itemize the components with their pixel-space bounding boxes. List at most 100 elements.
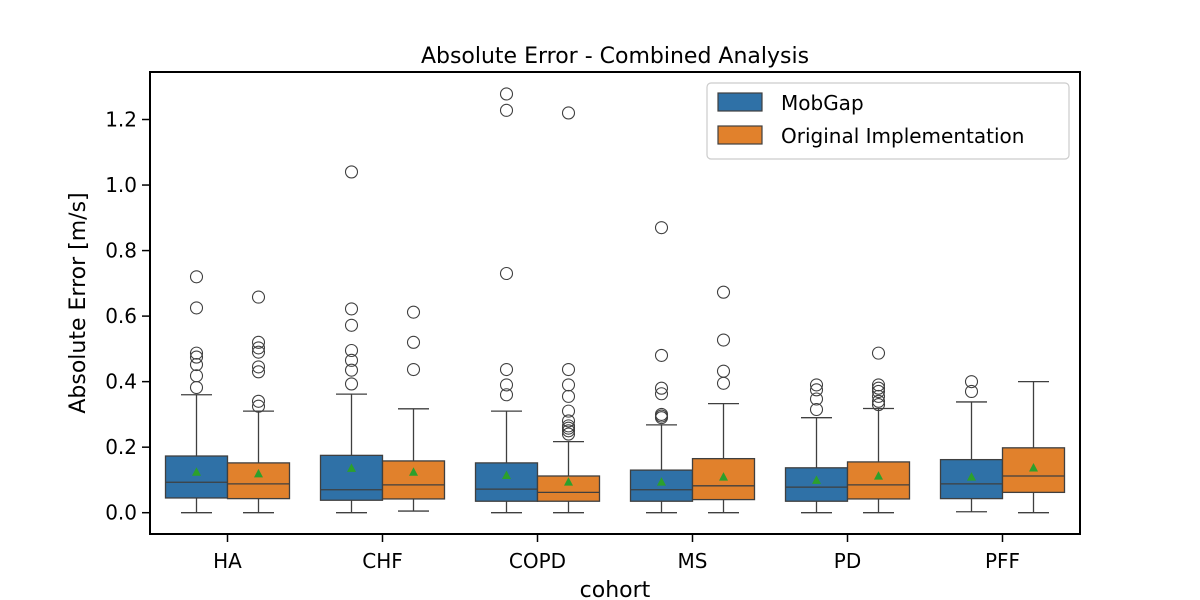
chart-title: Absolute Error - Combined Analysis bbox=[421, 44, 809, 69]
y-tick-label: 1.2 bbox=[105, 108, 137, 132]
box-iqr bbox=[536, 475, 601, 502]
box-original-implementation-pd bbox=[846, 346, 911, 514]
mean-marker bbox=[812, 475, 821, 484]
outlier-point bbox=[499, 87, 514, 101]
plot-area bbox=[149, 71, 1081, 535]
box-mobgap-copd bbox=[474, 87, 539, 514]
outlier-point bbox=[716, 376, 731, 390]
y-axis-title: Absolute Error [m/s] bbox=[66, 192, 91, 413]
box-iqr bbox=[784, 467, 849, 502]
outlier-point bbox=[561, 419, 576, 433]
outlier-point bbox=[561, 362, 576, 377]
box-mobgap-ms bbox=[629, 221, 694, 514]
box-original-implementation-pff bbox=[1001, 380, 1066, 514]
box-original-implementation-chf bbox=[381, 305, 446, 512]
outlier-point bbox=[654, 381, 669, 395]
x-axis-title: cohort bbox=[580, 578, 651, 600]
plot-frame bbox=[149, 71, 1081, 535]
outlier-point bbox=[344, 165, 359, 179]
mean-marker bbox=[657, 477, 666, 486]
y-axis: 0.0 0.2 0.4 0.6 0.8 1.0 1.2 bbox=[105, 108, 150, 525]
mean-marker bbox=[564, 477, 573, 486]
box-mobgap-pff bbox=[939, 375, 1004, 513]
box-iqr bbox=[381, 460, 446, 500]
outlier-point bbox=[809, 402, 824, 417]
outlier-point bbox=[189, 270, 204, 284]
legend-label: MobGap bbox=[781, 91, 864, 115]
outlier-point bbox=[716, 364, 731, 378]
outlier-point bbox=[654, 348, 669, 362]
mean-marker bbox=[874, 471, 883, 480]
outlier-point bbox=[871, 394, 886, 408]
outlier-point bbox=[809, 392, 824, 406]
y-tick-label: 0.4 bbox=[105, 370, 137, 394]
mean-marker bbox=[719, 472, 728, 481]
outlier-point bbox=[344, 353, 359, 367]
y-tick-label: 0.0 bbox=[105, 501, 137, 525]
outlier-point bbox=[499, 378, 514, 392]
x-tick-label: PD bbox=[834, 549, 861, 573]
box-iqr bbox=[629, 469, 694, 502]
outlier-point bbox=[189, 380, 204, 395]
box-original-implementation-ha bbox=[226, 290, 291, 514]
outlier-point bbox=[406, 335, 421, 349]
box-iqr bbox=[474, 462, 539, 502]
outlier-point bbox=[189, 301, 204, 315]
outlier-point bbox=[871, 398, 886, 412]
box-iqr bbox=[226, 462, 291, 500]
x-tick-label: COPD bbox=[509, 549, 566, 573]
outlier-point bbox=[499, 103, 514, 117]
mean-marker bbox=[409, 467, 418, 476]
x-axis: HA CHF COPD MS PD PFF bbox=[213, 534, 1020, 573]
outlier-point bbox=[871, 381, 886, 395]
box-original-implementation-copd bbox=[536, 106, 601, 514]
outlier-point bbox=[189, 350, 204, 364]
outlier-point bbox=[964, 384, 979, 399]
box-mobgap-ha bbox=[164, 270, 229, 514]
box-mobgap-pd bbox=[784, 378, 849, 514]
y-tick-label: 0.8 bbox=[105, 239, 137, 263]
outlier-point bbox=[654, 407, 669, 421]
outlier-point bbox=[251, 335, 266, 349]
outlier-point bbox=[654, 221, 669, 235]
outlier-point bbox=[499, 388, 514, 402]
mean-marker bbox=[967, 472, 976, 481]
outlier-point bbox=[871, 346, 886, 360]
mean-marker bbox=[192, 467, 201, 476]
outlier-point bbox=[561, 106, 576, 120]
legend: MobGap Original Implementation bbox=[706, 82, 1070, 160]
y-tick-label: 1.0 bbox=[105, 173, 137, 197]
outlier-point bbox=[344, 363, 359, 377]
outlier-point bbox=[561, 427, 576, 441]
outlier-point bbox=[716, 333, 731, 347]
mean-marker bbox=[347, 463, 356, 472]
mean-marker bbox=[1029, 462, 1038, 472]
outlier-point bbox=[561, 414, 576, 428]
box-original-implementation-ms bbox=[691, 285, 756, 514]
x-tick-label: CHF bbox=[362, 549, 403, 573]
box-iqr bbox=[846, 461, 911, 500]
outlier-point bbox=[406, 362, 421, 377]
outlier-point bbox=[809, 378, 824, 392]
outlier-point bbox=[561, 378, 576, 392]
outlier-point bbox=[251, 394, 266, 408]
outlier-point bbox=[716, 285, 731, 299]
outlier-point bbox=[964, 375, 979, 389]
outlier-point bbox=[251, 365, 266, 379]
x-tick-label: PFF bbox=[985, 549, 1020, 573]
outlier-point bbox=[344, 343, 359, 358]
outlier-point bbox=[871, 378, 886, 392]
outlier-point bbox=[654, 387, 669, 401]
outlier-point bbox=[251, 360, 266, 374]
outlier-point bbox=[871, 384, 886, 399]
outlier-point bbox=[561, 389, 576, 403]
legend-swatch bbox=[717, 92, 763, 112]
mean-marker bbox=[254, 468, 263, 478]
outlier-point bbox=[499, 266, 514, 281]
box-mobgap-chf bbox=[319, 165, 384, 514]
legend-frame bbox=[706, 82, 1070, 160]
outlier-point bbox=[251, 341, 266, 355]
outlier-point bbox=[344, 377, 359, 391]
box-iqr bbox=[319, 454, 384, 501]
outlier-point bbox=[561, 404, 576, 418]
